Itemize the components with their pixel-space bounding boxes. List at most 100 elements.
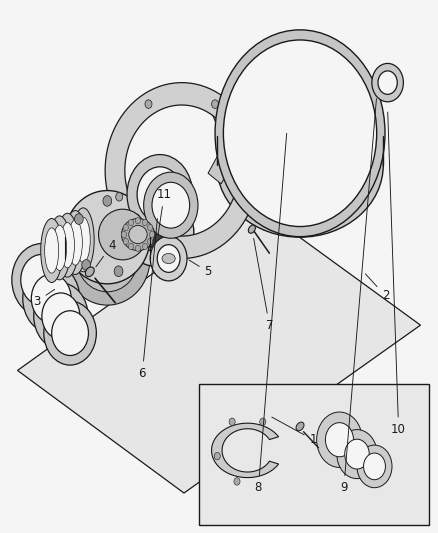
Ellipse shape <box>21 254 63 305</box>
Ellipse shape <box>53 225 67 270</box>
Ellipse shape <box>157 245 180 272</box>
Ellipse shape <box>57 213 78 277</box>
Circle shape <box>121 231 127 238</box>
Circle shape <box>103 196 112 206</box>
Ellipse shape <box>49 216 71 280</box>
Ellipse shape <box>144 172 198 238</box>
Circle shape <box>214 453 220 460</box>
Ellipse shape <box>72 208 94 272</box>
Ellipse shape <box>44 301 96 365</box>
Ellipse shape <box>248 225 255 233</box>
Ellipse shape <box>337 430 377 479</box>
Polygon shape <box>105 83 251 259</box>
Circle shape <box>232 122 239 130</box>
Ellipse shape <box>129 225 147 244</box>
Ellipse shape <box>121 197 194 266</box>
Ellipse shape <box>60 223 74 268</box>
Circle shape <box>135 217 141 224</box>
Ellipse shape <box>150 236 187 281</box>
Polygon shape <box>210 99 232 125</box>
Circle shape <box>128 219 134 225</box>
Circle shape <box>333 138 338 144</box>
Polygon shape <box>18 203 420 493</box>
Circle shape <box>356 108 363 116</box>
Circle shape <box>300 76 307 85</box>
Ellipse shape <box>234 109 366 221</box>
Ellipse shape <box>65 212 150 305</box>
Circle shape <box>362 136 369 145</box>
Ellipse shape <box>215 30 385 237</box>
Circle shape <box>263 123 268 130</box>
Circle shape <box>128 244 134 250</box>
Ellipse shape <box>345 439 369 469</box>
Ellipse shape <box>234 80 366 192</box>
Circle shape <box>240 160 247 168</box>
Ellipse shape <box>45 228 59 273</box>
Ellipse shape <box>278 117 322 155</box>
Text: 3: 3 <box>34 289 55 308</box>
Circle shape <box>356 156 363 164</box>
Ellipse shape <box>64 211 86 274</box>
Circle shape <box>145 100 152 108</box>
Bar <box>199 384 429 525</box>
Ellipse shape <box>296 422 304 431</box>
Ellipse shape <box>65 191 150 284</box>
Ellipse shape <box>99 209 147 260</box>
Ellipse shape <box>85 267 94 277</box>
Circle shape <box>232 142 239 150</box>
Ellipse shape <box>372 63 403 102</box>
Text: 4: 4 <box>96 239 116 267</box>
Circle shape <box>240 103 247 112</box>
Text: 2: 2 <box>365 274 389 302</box>
Ellipse shape <box>23 264 80 333</box>
Ellipse shape <box>34 283 88 349</box>
Text: 9: 9 <box>340 99 376 494</box>
Ellipse shape <box>285 123 315 149</box>
Ellipse shape <box>217 93 383 237</box>
Circle shape <box>276 184 283 193</box>
Circle shape <box>114 266 123 277</box>
Circle shape <box>342 172 349 180</box>
Circle shape <box>321 110 327 117</box>
Circle shape <box>148 224 153 231</box>
Ellipse shape <box>77 225 138 292</box>
Text: 7: 7 <box>254 238 273 332</box>
Circle shape <box>322 183 329 191</box>
Text: 1: 1 <box>272 417 317 446</box>
Circle shape <box>278 107 283 114</box>
Ellipse shape <box>290 127 310 144</box>
Circle shape <box>149 231 155 238</box>
Circle shape <box>142 244 148 250</box>
Ellipse shape <box>127 155 193 235</box>
Circle shape <box>260 418 266 425</box>
Circle shape <box>300 102 305 109</box>
Circle shape <box>362 127 369 135</box>
Circle shape <box>278 158 283 165</box>
Circle shape <box>167 242 174 251</box>
Ellipse shape <box>152 182 190 228</box>
Circle shape <box>263 142 268 149</box>
Circle shape <box>135 245 141 252</box>
Circle shape <box>256 175 263 183</box>
Ellipse shape <box>41 219 63 282</box>
Circle shape <box>234 478 240 485</box>
Polygon shape <box>212 423 279 478</box>
Circle shape <box>123 224 128 231</box>
Ellipse shape <box>52 311 88 356</box>
Ellipse shape <box>137 167 183 222</box>
Circle shape <box>300 187 307 196</box>
Circle shape <box>74 214 83 224</box>
Ellipse shape <box>12 244 71 316</box>
Circle shape <box>116 192 123 201</box>
Text: 11: 11 <box>157 188 172 235</box>
Circle shape <box>276 79 283 87</box>
Ellipse shape <box>317 412 362 467</box>
Circle shape <box>229 418 235 425</box>
Circle shape <box>123 238 128 245</box>
Ellipse shape <box>68 220 82 265</box>
Ellipse shape <box>121 219 154 251</box>
Ellipse shape <box>162 254 175 263</box>
Ellipse shape <box>223 40 377 227</box>
Ellipse shape <box>364 453 385 480</box>
Ellipse shape <box>378 71 397 94</box>
